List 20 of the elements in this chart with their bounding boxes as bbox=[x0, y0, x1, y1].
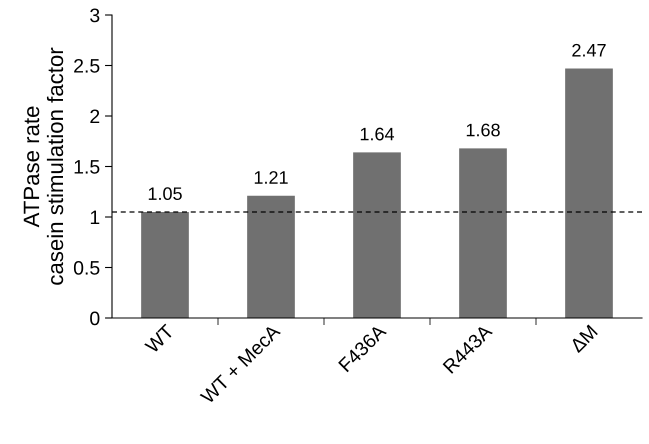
bar bbox=[141, 212, 189, 318]
y-tick-label: 0.5 bbox=[74, 260, 100, 275]
data-label: 2.47 bbox=[572, 44, 606, 56]
y-axis-title: ATPase rate casein stimulation factor bbox=[24, 48, 64, 285]
y-tick-label: 3 bbox=[90, 8, 100, 22]
y-tick-label: 1 bbox=[90, 210, 100, 224]
data-label: 1.64 bbox=[360, 128, 394, 140]
y-tick-label: 2 bbox=[90, 109, 100, 124]
x-tick-label: ΔM bbox=[569, 324, 598, 354]
data-label: 1.05 bbox=[148, 187, 182, 200]
bar bbox=[247, 196, 295, 318]
y-tick-label: 2.5 bbox=[74, 58, 100, 73]
bar bbox=[565, 68, 613, 318]
data-label: 1.68 bbox=[466, 124, 500, 136]
bar bbox=[353, 152, 401, 318]
y-tick-label: 0 bbox=[90, 311, 100, 326]
data-label: 1.21 bbox=[254, 171, 288, 184]
bar bbox=[459, 148, 507, 318]
y-tick-label: 1.5 bbox=[74, 160, 100, 174]
x-tick-label: WT bbox=[144, 324, 175, 354]
